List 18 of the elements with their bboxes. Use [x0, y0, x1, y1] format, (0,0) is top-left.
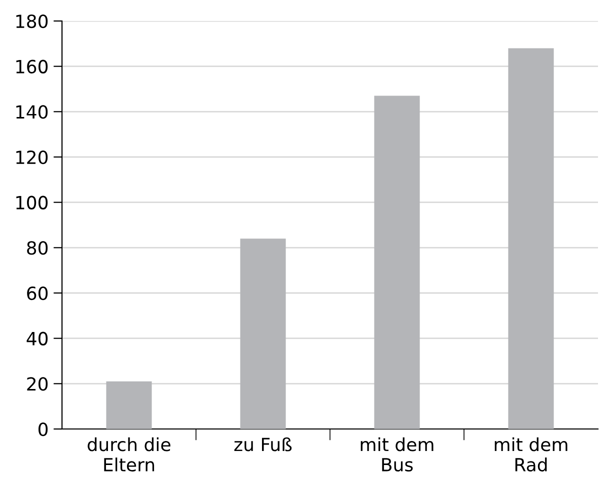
- x-tick-label: mit dem Bus: [360, 437, 434, 472]
- y-tick-label: 140: [16, 105, 48, 119]
- bar: [240, 238, 286, 429]
- y-tick-label: 20: [27, 377, 48, 391]
- y-tick-label: 100: [16, 196, 48, 210]
- bar: [508, 48, 554, 429]
- y-tick-label: 40: [26, 332, 48, 346]
- y-tick-label: 80: [27, 241, 48, 255]
- bar: [374, 96, 420, 429]
- y-tick-label: 120: [16, 150, 48, 164]
- x-tick-label: durch die Eltern: [88, 437, 170, 472]
- y-tick-label: 0: [38, 422, 48, 436]
- x-tick-label: zu Fuß: [234, 437, 292, 452]
- bar: [106, 381, 152, 429]
- y-tick-label: 160: [16, 60, 48, 74]
- y-tick-label: 180: [16, 14, 48, 28]
- x-tick-label: mit dem Rad: [494, 437, 568, 472]
- y-tick-label: 60: [27, 286, 48, 300]
